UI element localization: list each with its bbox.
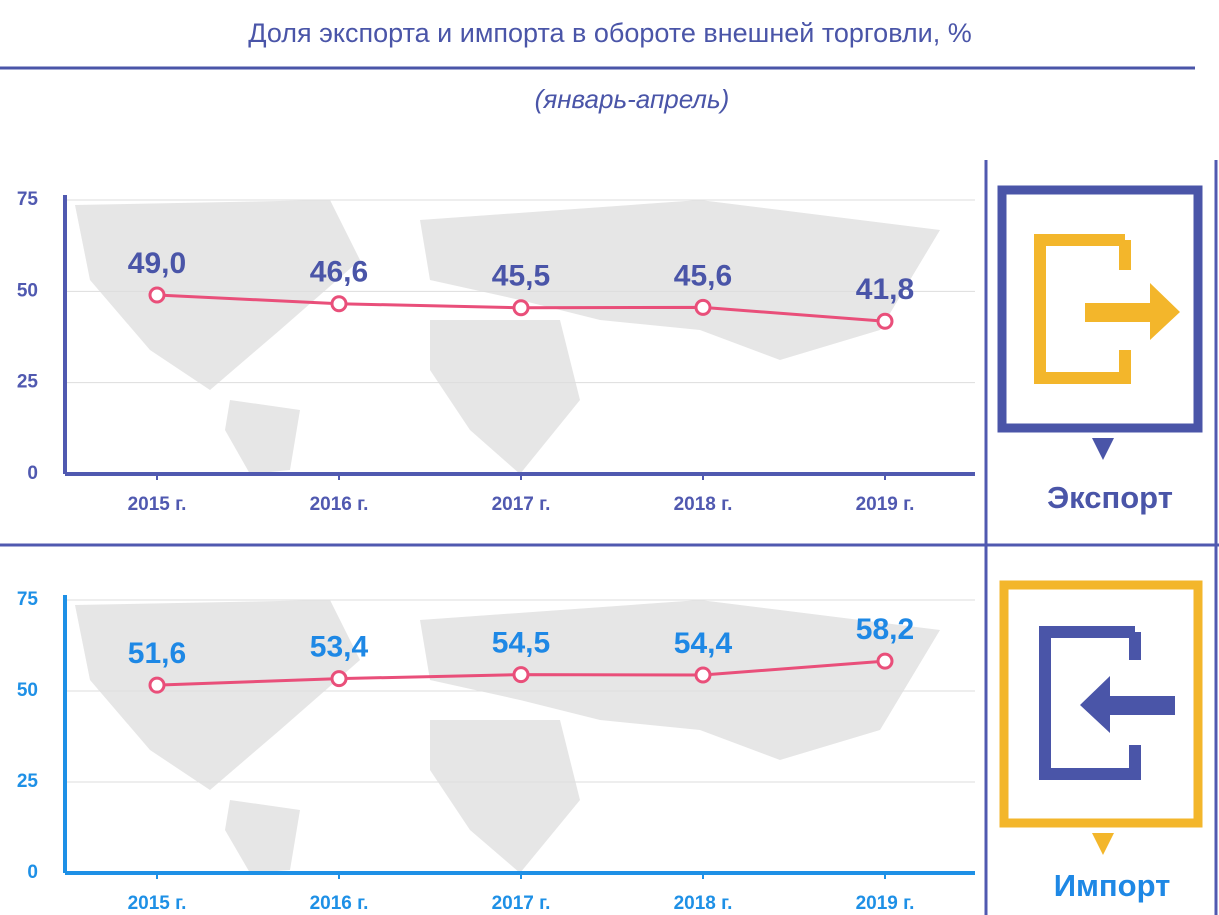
value-label: 53,4 xyxy=(310,631,369,664)
point xyxy=(694,666,712,684)
y-tick-label: 75 xyxy=(17,189,39,210)
legend-label: Экспорт xyxy=(1047,480,1173,515)
export-icon-frame xyxy=(997,185,1203,433)
point xyxy=(876,312,894,330)
point xyxy=(330,295,348,313)
x-tick-label: 2015 г. xyxy=(128,893,187,914)
point xyxy=(148,676,166,694)
export-icon-bracket xyxy=(1034,234,1131,384)
value-label: 46,6 xyxy=(310,256,368,289)
value-label: 45,5 xyxy=(492,260,550,293)
point xyxy=(512,299,530,317)
import-icon-arrow xyxy=(1080,676,1175,733)
y-tick-label: 25 xyxy=(17,771,39,792)
y-tick-label: 50 xyxy=(17,280,38,301)
y-tick-label: 0 xyxy=(27,862,38,883)
x-tick-label: 2019 г. xyxy=(856,893,915,914)
value-label: 41,8 xyxy=(856,273,914,306)
title: Доля экспорта и импорта в обороте внешне… xyxy=(248,18,972,48)
x-tick-label: 2015 г. xyxy=(128,494,187,515)
x-tick-label: 2018 г. xyxy=(674,494,733,515)
point xyxy=(694,298,712,316)
value-label: 49,0 xyxy=(128,247,186,280)
legend-label: Импорт xyxy=(1054,868,1171,903)
x-tick-label: 2017 г. xyxy=(492,893,551,914)
point xyxy=(512,666,530,684)
export-icon-arrow xyxy=(1085,283,1180,340)
world-map xyxy=(75,200,940,873)
value-label: 54,5 xyxy=(492,627,550,660)
value-label: 45,6 xyxy=(674,259,732,292)
x-tick-label: 2016 г. xyxy=(310,893,369,914)
y-tick-label: 75 xyxy=(17,589,39,610)
import-icon-frame xyxy=(999,580,1203,828)
y-tick-label: 25 xyxy=(17,372,39,393)
value-label: 54,4 xyxy=(674,627,733,660)
subtitle: (январь-апрель) xyxy=(535,84,730,114)
x-tick-label: 2016 г. xyxy=(310,494,369,515)
point xyxy=(148,286,166,304)
point xyxy=(330,670,348,688)
point xyxy=(876,652,894,670)
x-tick-label: 2017 г. xyxy=(492,494,551,515)
y-tick-label: 0 xyxy=(27,463,38,484)
y-tick-label: 50 xyxy=(17,680,38,701)
x-tick-label: 2018 г. xyxy=(674,893,733,914)
export-pointer xyxy=(1092,438,1114,460)
import-pointer xyxy=(1092,833,1114,855)
x-tick-label: 2019 г. xyxy=(856,494,915,515)
import-icon-bracket xyxy=(1039,626,1141,780)
value-label: 58,2 xyxy=(856,613,914,646)
value-label: 51,6 xyxy=(128,637,186,670)
